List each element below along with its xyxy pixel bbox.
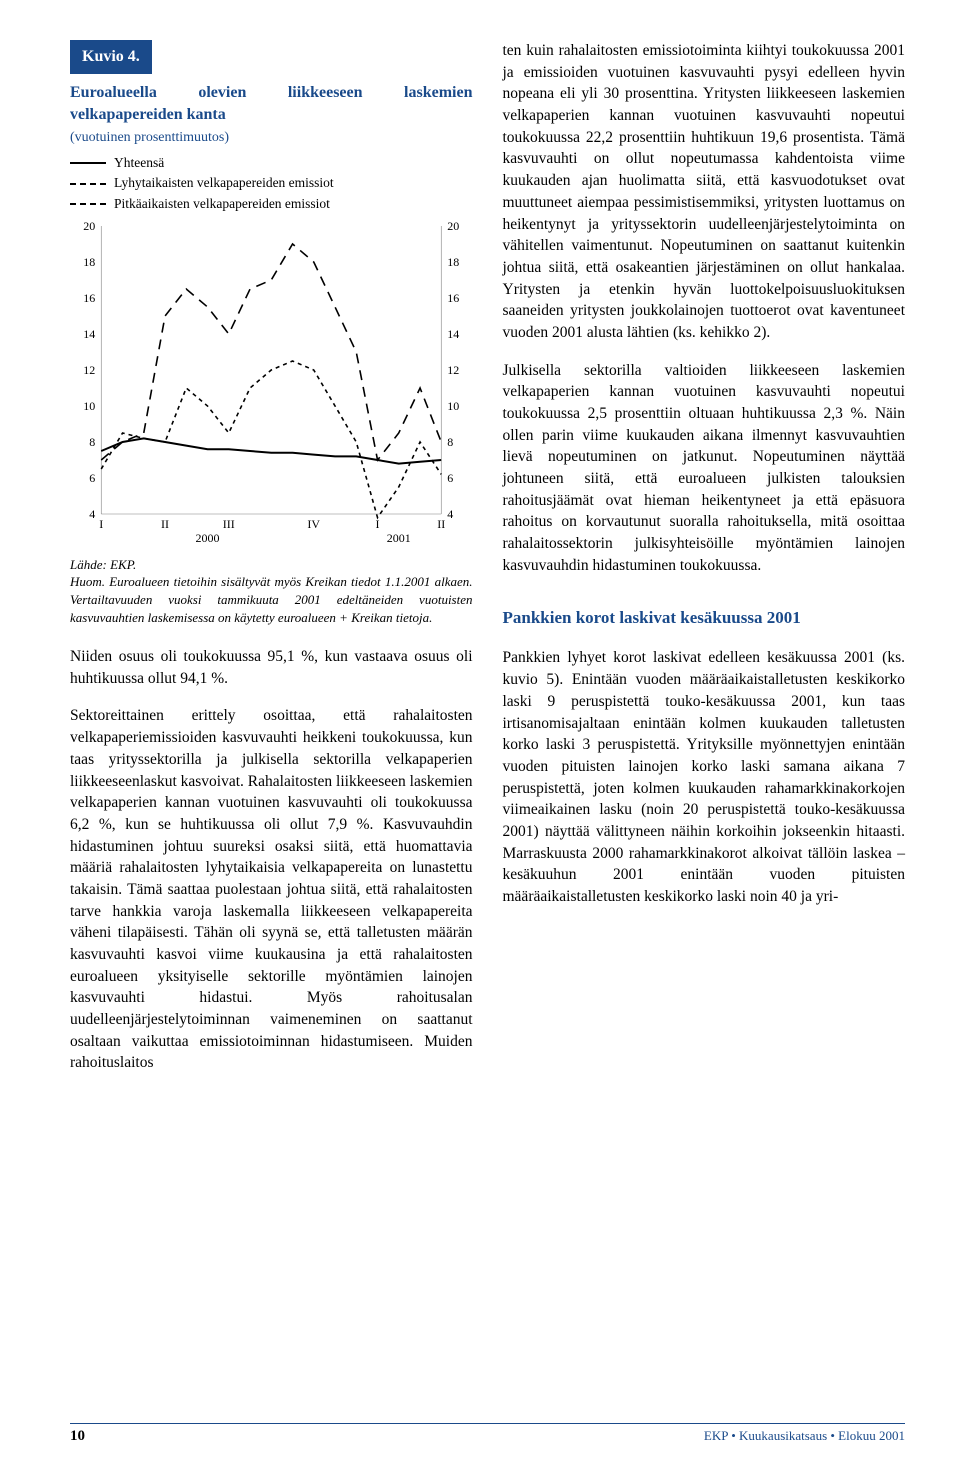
- svg-text:I: I: [376, 517, 380, 531]
- svg-text:18: 18: [447, 255, 459, 269]
- legend-total: Yhteensä: [70, 153, 473, 173]
- svg-text:14: 14: [83, 327, 95, 341]
- legend-swatch-solid: [70, 162, 106, 164]
- svg-text:8: 8: [89, 435, 95, 449]
- legend-swatch-short-dash: [70, 183, 106, 185]
- svg-text:6: 6: [447, 471, 453, 485]
- svg-text:16: 16: [83, 291, 95, 305]
- page-number: 10: [70, 1428, 85, 1445]
- legend-long: Pitkäaikaisten velkapapereiden emissiot: [70, 194, 473, 214]
- legend-swatch-long-dash: [70, 203, 106, 205]
- left-column: Kuvio 4. Euroalueella olevien liikkeesee…: [70, 40, 473, 1090]
- figure-subtitle: (vuotuinen prosenttimuutos): [70, 128, 473, 148]
- svg-text:2001: 2001: [387, 531, 411, 545]
- svg-text:II: II: [161, 517, 169, 531]
- right-column: ten kuin rahalaitosten emissiotoiminta k…: [503, 40, 906, 1090]
- figure-4: Kuvio 4. Euroalueella olevien liikkeesee…: [70, 40, 473, 626]
- legend-label-total: Yhteensä: [114, 153, 164, 173]
- svg-text:6: 6: [89, 471, 95, 485]
- legend-label-long: Pitkäaikaisten velkapapereiden emissiot: [114, 194, 330, 214]
- legend-short: Lyhytaikaisten velkapapereiden emissiot: [70, 173, 473, 193]
- chart-notes: Lähde: EKP. Huom. Euroalueen tietoihin s…: [70, 556, 473, 626]
- left-para-1: Niiden osuus oli toukokuussa 95,1 %, kun…: [70, 646, 473, 689]
- chart-source: Lähde: EKP.: [70, 556, 473, 574]
- right-para-2: Julkisella sektorilla valtioiden liikkee…: [503, 360, 906, 577]
- svg-text:IV: IV: [307, 517, 320, 531]
- legend-label-short: Lyhytaikaisten velkapapereiden emissiot: [114, 173, 334, 193]
- svg-text:12: 12: [83, 363, 95, 377]
- svg-text:14: 14: [447, 327, 459, 341]
- svg-text:16: 16: [447, 291, 459, 305]
- section-heading: Pankkien korot laskivat kesäkuussa 2001: [503, 607, 906, 630]
- svg-text:III: III: [223, 517, 235, 531]
- chart-svg: 202018181616141412121010886644IIIIIIIVII…: [70, 218, 473, 548]
- page: Kuvio 4. Euroalueella olevien liikkeesee…: [0, 0, 960, 1473]
- svg-text:10: 10: [83, 399, 95, 413]
- svg-text:10: 10: [447, 399, 459, 413]
- chart-plot: 202018181616141412121010886644IIIIIIIVII…: [70, 218, 473, 548]
- svg-text:20: 20: [447, 219, 459, 233]
- svg-text:18: 18: [83, 255, 95, 269]
- figure-title: Euroalueella olevien liikkeeseen laskemi…: [70, 82, 473, 125]
- page-footer: 10 EKP • Kuukausikatsaus • Elokuu 2001: [70, 1423, 905, 1445]
- publication-info: EKP • Kuukausikatsaus • Elokuu 2001: [704, 1428, 905, 1445]
- svg-text:4: 4: [447, 507, 453, 521]
- svg-text:II: II: [437, 517, 445, 531]
- svg-text:4: 4: [89, 507, 95, 521]
- right-para-1: ten kuin rahalaitosten emissiotoiminta k…: [503, 40, 906, 344]
- svg-text:2000: 2000: [196, 531, 220, 545]
- svg-text:I: I: [99, 517, 103, 531]
- svg-text:8: 8: [447, 435, 453, 449]
- left-para-2: Sektoreittainen erittely osoittaa, että …: [70, 705, 473, 1074]
- chart-note: Huom. Euroalueen tietoihin sisältyvät my…: [70, 573, 473, 626]
- two-column-layout: Kuvio 4. Euroalueella olevien liikkeesee…: [70, 40, 905, 1090]
- svg-text:12: 12: [447, 363, 459, 377]
- svg-text:20: 20: [83, 219, 95, 233]
- chart-legend: Yhteensä Lyhytaikaisten velkapapereiden …: [70, 153, 473, 214]
- figure-label: Kuvio 4.: [70, 40, 152, 74]
- right-para-3: Pankkien lyhyet korot laskivat edelleen …: [503, 647, 906, 907]
